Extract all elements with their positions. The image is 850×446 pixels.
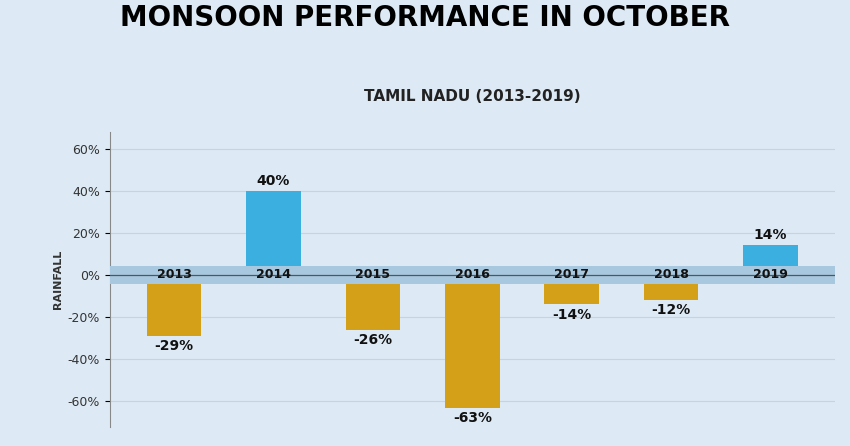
Text: -12%: -12% <box>651 303 691 318</box>
Text: 2013: 2013 <box>156 268 191 281</box>
Bar <box>643 275 699 300</box>
Bar <box>544 275 599 305</box>
Title: TAMIL NADU (2013-2019): TAMIL NADU (2013-2019) <box>364 89 581 104</box>
Text: -26%: -26% <box>354 333 393 347</box>
Text: 2014: 2014 <box>256 268 291 281</box>
Bar <box>445 275 500 408</box>
Bar <box>743 245 798 275</box>
FancyBboxPatch shape <box>110 266 835 284</box>
Bar <box>246 191 301 275</box>
Text: MONSOON PERFORMANCE IN OCTOBER: MONSOON PERFORMANCE IN OCTOBER <box>120 4 730 33</box>
Text: -63%: -63% <box>453 411 492 425</box>
Text: 2017: 2017 <box>554 268 589 281</box>
Bar <box>346 275 400 330</box>
Text: 2015: 2015 <box>355 268 390 281</box>
Text: -29%: -29% <box>155 339 194 353</box>
Text: -14%: -14% <box>552 308 592 322</box>
Y-axis label: RAINFALL: RAINFALL <box>54 249 63 309</box>
Bar <box>147 275 201 336</box>
Text: 14%: 14% <box>754 228 787 242</box>
Text: 2016: 2016 <box>455 268 490 281</box>
Text: 2018: 2018 <box>654 268 688 281</box>
Text: 40%: 40% <box>257 173 290 188</box>
Text: 2019: 2019 <box>753 268 788 281</box>
